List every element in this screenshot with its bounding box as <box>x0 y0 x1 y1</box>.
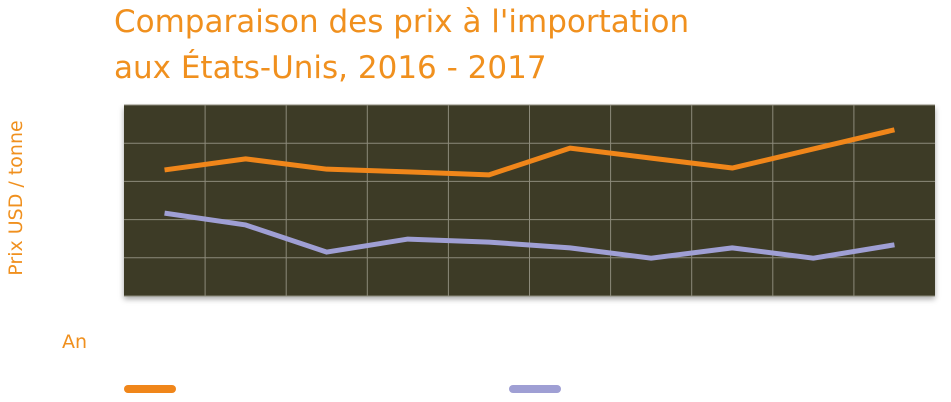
chart-title: aux États-Unis, 2016 - 2017 <box>114 50 547 86</box>
legend-swatch <box>509 385 561 393</box>
legend-swatch <box>124 385 176 393</box>
line-series <box>164 127 896 178</box>
x-axis-label: An <box>62 331 87 353</box>
line-series <box>164 210 895 261</box>
chart-title: Comparaison des prix à l'importation <box>114 4 689 40</box>
y-axis-label: Prix USD / tonne <box>5 120 27 275</box>
